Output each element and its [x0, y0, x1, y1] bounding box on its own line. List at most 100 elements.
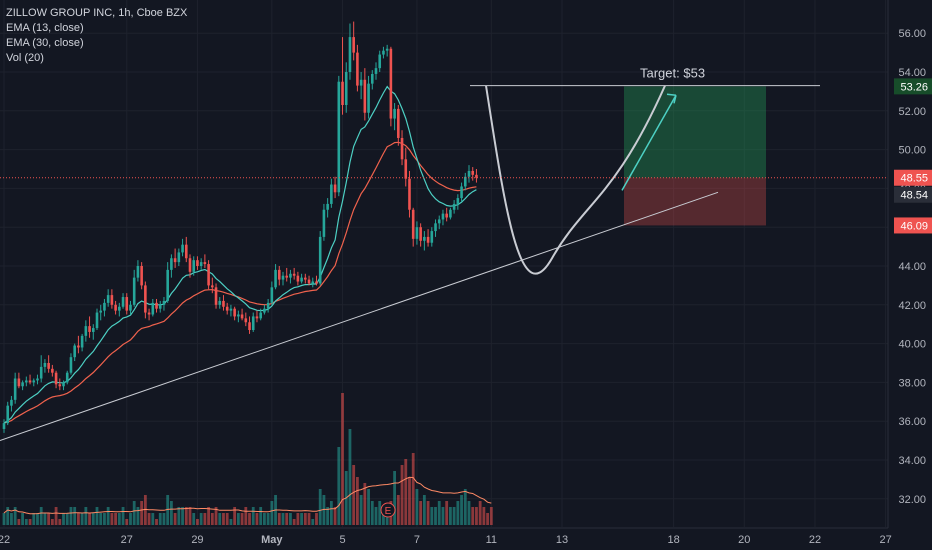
volume-bar: [91, 513, 95, 525]
candle-body: [43, 362, 47, 367]
volume-bar: [270, 501, 274, 525]
cup-pattern-curve: [485, 85, 666, 275]
candle: [132, 269, 136, 307]
candle-body: [404, 159, 408, 179]
price-tag-bg: [894, 78, 932, 95]
candle: [423, 231, 426, 251]
indicator-ema13: EMA (13, close): [6, 22, 84, 34]
candle-body: [441, 213, 445, 220]
volume-bar: [36, 513, 39, 525]
candle-body: [110, 295, 114, 305]
candle: [393, 103, 396, 131]
volume-bar: [259, 507, 263, 525]
volume-bar: [39, 507, 43, 525]
volume-bar: [99, 513, 103, 525]
candle: [296, 271, 300, 286]
volume-bar: [482, 507, 486, 525]
candle: [475, 169, 478, 183]
price-tick-label: 34.00: [898, 455, 926, 467]
candle-body: [426, 236, 430, 243]
candle-body: [84, 326, 88, 336]
volume-bar: [266, 513, 270, 525]
candle-body: [88, 326, 91, 332]
candle-body: [151, 302, 155, 315]
volume-bar: [21, 513, 24, 525]
candle-body: [352, 37, 355, 53]
candle: [84, 320, 88, 342]
candle: [251, 312, 255, 332]
trend-line: [0, 191, 719, 442]
candle: [255, 310, 259, 323]
candle-body: [415, 227, 419, 239]
volume-bar: [106, 507, 110, 525]
candle: [385, 44, 389, 57]
candle-body: [203, 262, 207, 265]
candle: [77, 335, 80, 354]
candle-body: [397, 108, 400, 138]
time-tick-label: 20: [738, 534, 750, 546]
candle-body: [445, 213, 448, 218]
volume-bar: [129, 513, 132, 525]
candle-body: [218, 300, 222, 305]
candle: [158, 300, 162, 313]
price-tick-label: 44.00: [898, 261, 926, 273]
volume-bar: [348, 429, 352, 525]
volume-bar: [300, 513, 303, 525]
candle: [352, 21, 355, 61]
event-marker: [380, 502, 396, 518]
volume-bar: [385, 513, 389, 525]
candle: [25, 376, 28, 387]
candle: [367, 75, 370, 119]
volume-bar: [311, 519, 315, 525]
candle: [21, 380, 24, 391]
candle-body: [80, 335, 84, 348]
volume-bar: [47, 513, 51, 525]
candle-body: [10, 399, 13, 406]
candle-body: [173, 258, 177, 263]
candle: [196, 256, 199, 270]
candle-body: [411, 209, 415, 239]
volume-bar: [50, 519, 54, 525]
candle-body: [363, 79, 367, 113]
candle-body: [281, 275, 285, 280]
candle-body: [337, 81, 341, 193]
candle: [181, 238, 184, 257]
volume-bar: [225, 513, 229, 525]
candle: [51, 364, 54, 377]
volume-bar: [303, 513, 307, 525]
candle: [274, 264, 277, 290]
candle-body: [69, 357, 73, 373]
volume-bar: [110, 513, 114, 525]
candle: [400, 130, 404, 166]
candle: [318, 231, 322, 286]
volume-bar: [367, 489, 370, 525]
candle: [300, 273, 303, 284]
volume-bar: [10, 513, 13, 525]
volume-bar: [489, 507, 493, 525]
candle: [389, 46, 393, 127]
candle-body: [54, 372, 58, 385]
candle: [214, 283, 218, 309]
candle-body: [274, 269, 277, 288]
chart-title: ZILLOW GROUP INC, 1h, Cboe BZX: [6, 7, 188, 19]
candle-body: [385, 48, 389, 51]
candle: [270, 281, 274, 305]
volume-bar: [207, 507, 210, 525]
candle: [10, 395, 13, 412]
candle: [103, 298, 106, 317]
volume-bar: [486, 513, 489, 525]
volume-bar: [73, 507, 77, 525]
candle: [118, 302, 121, 317]
candle: [237, 310, 240, 323]
volume-bar: [132, 501, 136, 525]
volume-bar: [95, 507, 99, 525]
candle-body: [348, 37, 352, 73]
candle: [408, 170, 411, 218]
candle: [341, 37, 344, 115]
candle: [17, 372, 21, 389]
candle-body: [6, 405, 10, 424]
candle: [99, 304, 103, 321]
candle-body: [463, 176, 467, 187]
volume-bar: [393, 471, 396, 525]
